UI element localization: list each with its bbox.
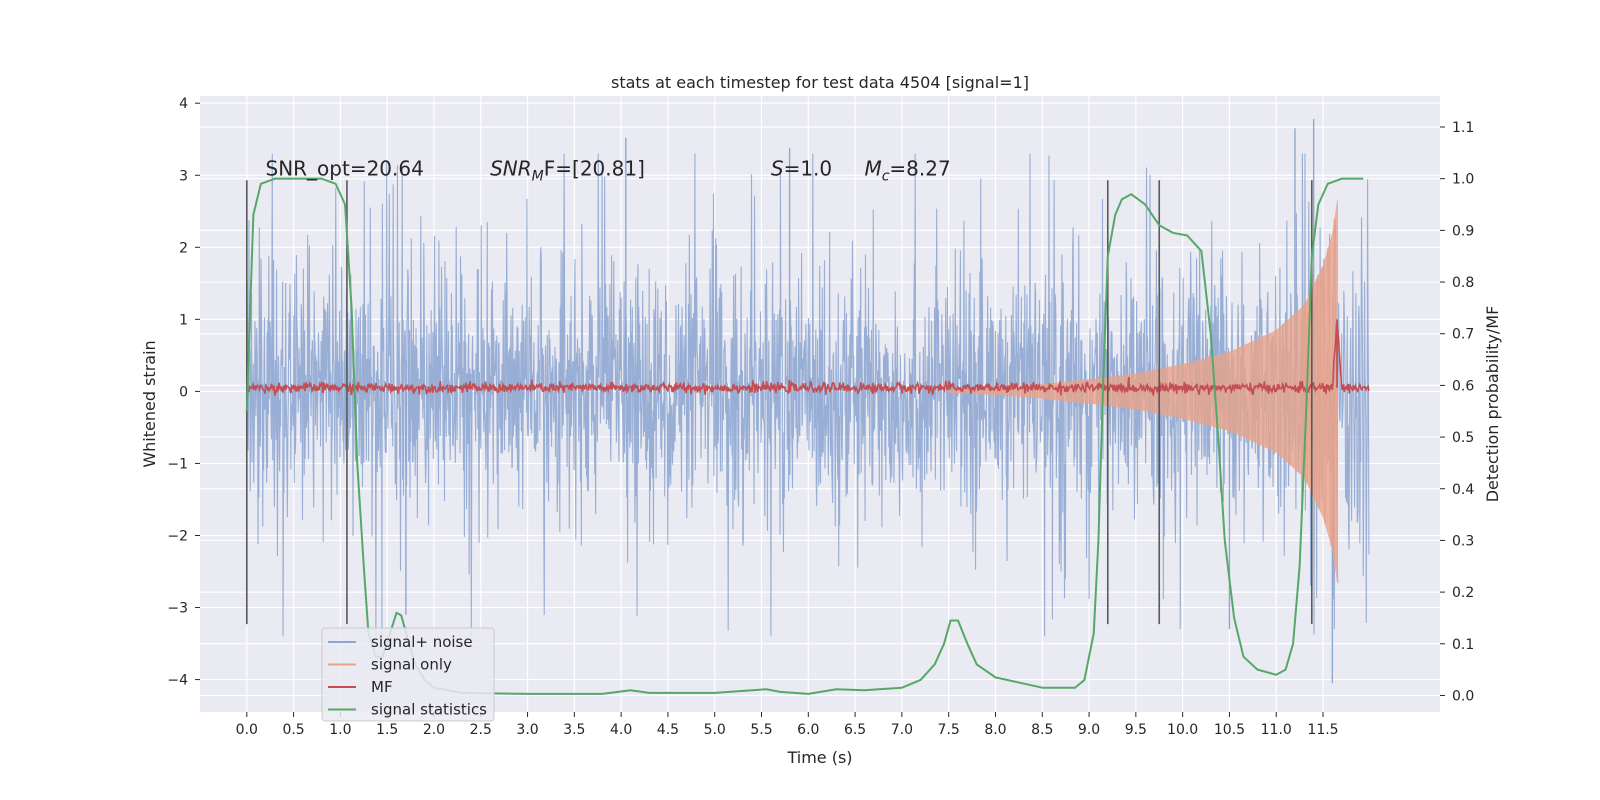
x-tick-label: 10.5 bbox=[1214, 722, 1245, 738]
y-tick-label: 3 bbox=[179, 168, 188, 184]
x-tick-label: 2.0 bbox=[423, 722, 445, 738]
x-tick-label: 11.0 bbox=[1261, 722, 1292, 738]
mf-series-line bbox=[246, 323, 1370, 397]
x-tick-label: 4.0 bbox=[610, 722, 632, 738]
mf-layer bbox=[246, 319, 1370, 397]
y-axis-label: Whitened strain bbox=[140, 340, 159, 467]
y2-tick-label: 0.0 bbox=[1452, 688, 1474, 704]
x-tick-label: 8.5 bbox=[1031, 722, 1053, 738]
x-tick-label: 1.0 bbox=[329, 722, 351, 738]
y2-tick-label: 0.8 bbox=[1452, 275, 1474, 291]
annotation-main: M bbox=[864, 156, 881, 180]
annotation-main: S bbox=[771, 156, 784, 180]
y-tick-label: −2 bbox=[167, 528, 188, 544]
x-tick-label: 2.5 bbox=[470, 722, 492, 738]
annotation-layer: SNR_opt=20.64 SNRMF=[20.81] S=1.0 Mc=8.27 bbox=[266, 156, 951, 184]
y2-tick-label: 0.9 bbox=[1452, 223, 1474, 239]
x-tick-label: 0.5 bbox=[282, 722, 304, 738]
y-tick-label: 2 bbox=[179, 240, 188, 256]
x-tick-label: 5.5 bbox=[750, 722, 772, 738]
y-tick-label: 0 bbox=[179, 384, 188, 400]
y2-tick-label: 0.5 bbox=[1452, 430, 1474, 446]
y-tick-label: −4 bbox=[167, 673, 188, 689]
chart-title: stats at each timestep for test data 450… bbox=[611, 73, 1029, 92]
x-tick-label: 9.5 bbox=[1125, 722, 1147, 738]
x-axis-label: Time (s) bbox=[786, 748, 852, 767]
x-tick-label: 7.5 bbox=[938, 722, 960, 738]
x-tick-label: 3.5 bbox=[563, 722, 585, 738]
x-tick-label: 6.5 bbox=[844, 722, 866, 738]
grid-layer bbox=[200, 96, 1440, 712]
x-tick-label: 0.0 bbox=[236, 722, 258, 738]
annotation-suffix: F=[20.81] bbox=[544, 156, 645, 180]
y2-tick-label: 0.6 bbox=[1452, 378, 1474, 394]
chirp-layer bbox=[948, 200, 1339, 584]
x-tick-label: 10.0 bbox=[1167, 722, 1198, 738]
annotation-text: Mc=8.27 bbox=[864, 156, 950, 184]
legend: signal+ noise signal only MF signal statist… bbox=[321, 627, 495, 722]
x-tick-label: 6.0 bbox=[797, 722, 819, 738]
legend-frame bbox=[321, 627, 495, 722]
x-tick-label: 7.0 bbox=[891, 722, 913, 738]
y2-tick-label: 0.7 bbox=[1452, 327, 1474, 343]
y-tick-label: 4 bbox=[179, 96, 188, 112]
annotation-text: SNRMF=[20.81] bbox=[490, 156, 645, 184]
y2-axis-label: Detection probability/MF bbox=[1483, 306, 1502, 503]
legend-label: signal only bbox=[371, 656, 452, 674]
annotation-text: SNR_opt=20.64 bbox=[266, 156, 424, 180]
y2-tick-label: 0.3 bbox=[1452, 533, 1474, 549]
x-tick-label: 11.5 bbox=[1307, 722, 1338, 738]
legend-label: signal+ noise bbox=[371, 633, 473, 651]
y2-tick-label: 1.1 bbox=[1452, 120, 1474, 136]
x-tick-label: 3.0 bbox=[516, 722, 538, 738]
x-tick-label: 1.5 bbox=[376, 722, 398, 738]
y2-tick-label: 0.1 bbox=[1452, 637, 1474, 653]
annotation-subscript: c bbox=[882, 168, 890, 184]
annotation-suffix: =8.27 bbox=[889, 156, 950, 180]
x-tick-label: 9.0 bbox=[1078, 722, 1100, 738]
annotation-text: S=1.0 bbox=[771, 156, 832, 180]
x-tick-label: 4.5 bbox=[657, 722, 679, 738]
signal-only-series-line bbox=[1303, 217, 1339, 584]
x-tick-label: 8.0 bbox=[984, 722, 1006, 738]
annotation-main: SNR_opt=20.64 bbox=[266, 156, 424, 180]
y2-tick-label: 0.2 bbox=[1452, 585, 1474, 601]
annotation-main: SNR bbox=[490, 156, 532, 180]
annotation-subscript: M bbox=[532, 168, 544, 184]
legend-label: MF bbox=[371, 678, 393, 696]
y2-tick-label: 1.0 bbox=[1452, 172, 1474, 188]
signal-only-series-band bbox=[948, 200, 1338, 583]
y-tick-label: −1 bbox=[167, 456, 188, 472]
legend-label: signal statistics bbox=[371, 701, 487, 719]
y-tick-label: 1 bbox=[179, 312, 188, 328]
x-tick-label: 5.0 bbox=[704, 722, 726, 738]
y2-tick-label: 0.4 bbox=[1452, 482, 1474, 498]
annotation-suffix: =1.0 bbox=[784, 156, 833, 180]
axis-layer: 0.0 0.5 1.0 1.5 2.0 2.5 3.0 3.5 4.0 4.5 5.0 5.5 6.0 6… bbox=[167, 96, 1474, 738]
y-tick-label: −3 bbox=[167, 601, 188, 617]
